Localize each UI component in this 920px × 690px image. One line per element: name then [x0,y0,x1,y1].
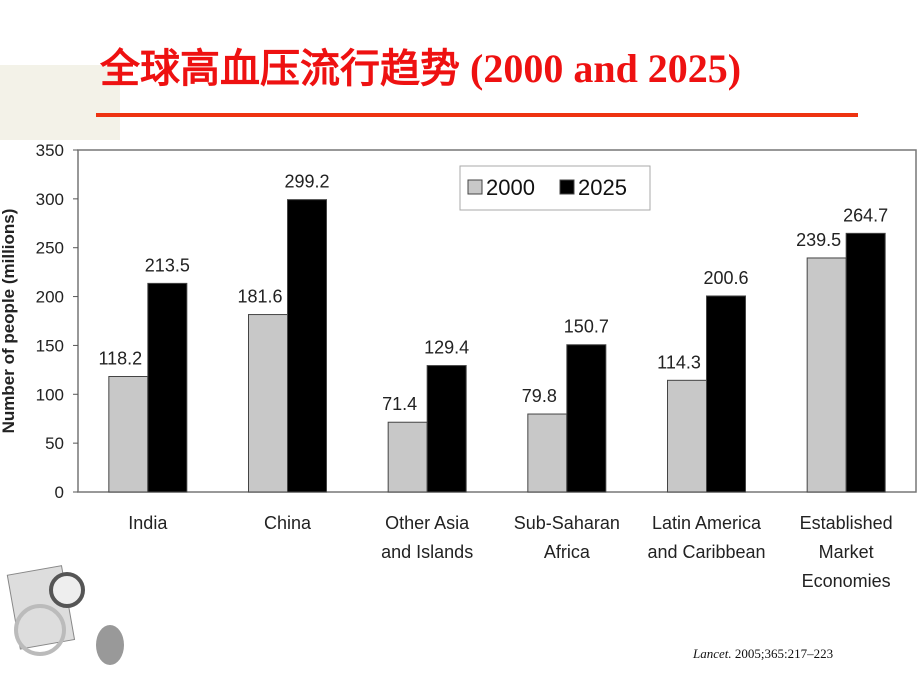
data-label: 264.7 [843,205,888,225]
legend-swatch [467,179,483,195]
legend-label: 2025 [578,175,627,200]
category-label: Established [800,513,893,533]
title-underline [96,113,858,117]
bar-2025 [287,199,327,493]
bar-2000 [108,376,149,493]
data-label: 114.3 [657,352,701,372]
y-axis-label: Number of people (millions) [0,209,18,434]
y-tick-label: 50 [45,434,64,453]
bar-2000 [387,421,428,493]
data-label: 118.2 [98,349,142,369]
category-label: and Islands [381,542,473,562]
bar-2025 [566,344,607,493]
sphygmomanometer-image [6,565,124,665]
bar-2000 [248,314,288,493]
y-tick-label: 250 [36,239,64,258]
data-label: 79.8 [522,386,557,406]
data-label: 299.2 [284,172,329,192]
data-label: 239.5 [796,230,841,250]
category-label: India [128,513,168,533]
bar-2000 [806,257,847,493]
category-label: Market [819,542,874,562]
category-label: Africa [544,542,591,562]
legend-swatch [559,179,575,195]
category-label: and Caribbean [647,542,765,562]
category-label: Latin America [652,513,762,533]
bar-2025 [845,232,886,493]
y-tick-label: 350 [36,141,64,160]
bar-2025 [426,365,467,493]
category-label: Economies [802,571,891,591]
data-label: 200.6 [703,268,748,288]
category-label: China [264,513,312,533]
y-tick-label: 0 [55,483,64,502]
decorative-block [0,65,120,140]
y-tick-label: 300 [36,190,64,209]
slide-title: 全球高血压流行趋势 (2000 and 2025) [100,46,742,91]
legend-label: 2000 [486,175,535,200]
y-tick-label: 150 [36,336,64,355]
data-label: 213.5 [145,255,190,275]
category-label: Sub-Saharan [514,513,620,533]
bar-2000 [667,379,707,493]
category-label: Other Asia [385,513,470,533]
legend [459,165,651,211]
data-label: 71.4 [382,394,417,414]
data-label: 129.4 [424,338,469,358]
y-tick-label: 200 [36,288,64,307]
bar-2025 [706,295,746,493]
bar-2025 [147,282,188,493]
y-tick-label: 100 [36,385,64,404]
data-label: 150.7 [564,317,609,337]
bar-2000 [527,413,568,493]
data-label: 181.6 [237,287,282,307]
citation: Lancet. 2005;365:217–223 [693,646,834,661]
